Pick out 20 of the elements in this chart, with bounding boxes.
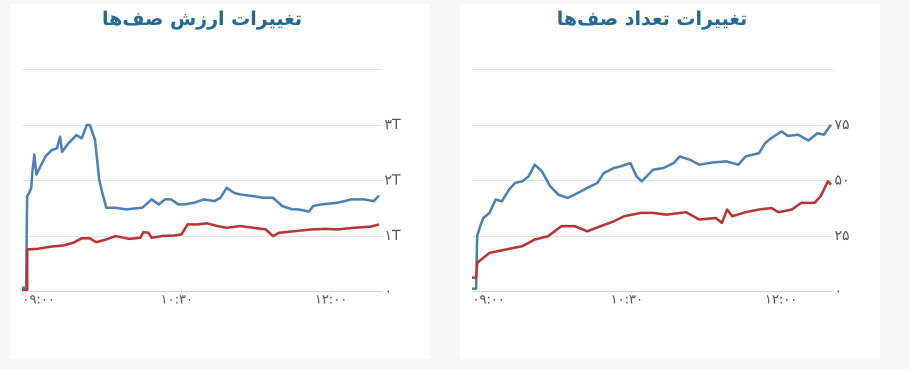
chart-title: تغییرات تعداد صف‌ها bbox=[556, 8, 748, 30]
line-series bbox=[22, 124, 380, 289]
y-tick-label: ۲۵ bbox=[834, 228, 850, 244]
chart-title: تغییرات ارزش صف‌ها bbox=[102, 8, 302, 30]
y-tick-label: ۷۵ bbox=[834, 117, 850, 133]
line-series bbox=[22, 222, 380, 291]
y-tick-label: ۰ bbox=[834, 284, 842, 300]
x-tick-label: ۱۲:۰۰ bbox=[314, 292, 348, 308]
x-tick-label: ۱۲:۰۰ bbox=[764, 292, 798, 308]
x-tick-label: ۰۹:۰۰ bbox=[472, 292, 505, 308]
x-tick-label: ۱۰:۳۰ bbox=[160, 292, 193, 308]
x-tick-label: ۰۹:۰۰ bbox=[22, 292, 55, 308]
x-tick-label: ۱۰:۳۰ bbox=[610, 292, 643, 308]
line-series bbox=[472, 123, 832, 290]
y-tick-label: ۱T bbox=[384, 228, 402, 244]
line-series bbox=[472, 180, 832, 279]
y-tick-label: ۲T bbox=[384, 172, 402, 188]
y-tick-label: ۰ bbox=[384, 284, 392, 300]
y-tick-label: ۵۰ bbox=[834, 172, 850, 188]
y-tick-label: ۳T bbox=[384, 117, 402, 133]
